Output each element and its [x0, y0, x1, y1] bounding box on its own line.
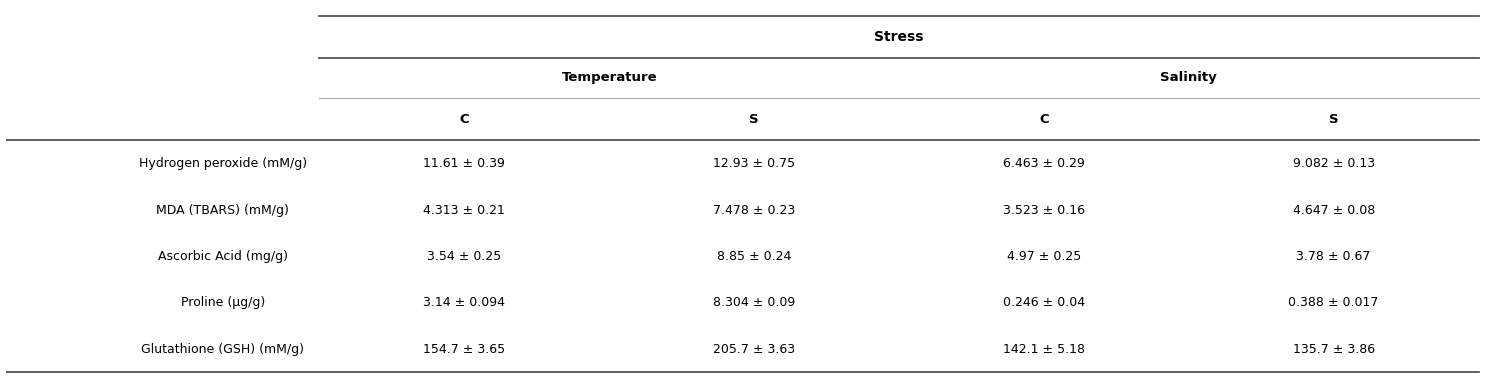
- Text: 4.97 ± 0.25: 4.97 ± 0.25: [1008, 250, 1080, 263]
- Text: 205.7 ± 3.63: 205.7 ± 3.63: [713, 343, 795, 356]
- Text: MDA (TBARS) (mM/g): MDA (TBARS) (mM/g): [156, 204, 290, 217]
- Text: 154.7 ± 3.65: 154.7 ± 3.65: [424, 343, 505, 356]
- Text: Glutathione (GSH) (mM/g): Glutathione (GSH) (mM/g): [141, 343, 305, 356]
- Text: 3.54 ± 0.25: 3.54 ± 0.25: [428, 250, 501, 263]
- Text: 3.523 ± 0.16: 3.523 ± 0.16: [1003, 204, 1085, 217]
- Text: 3.14 ± 0.094: 3.14 ± 0.094: [424, 296, 505, 309]
- Text: Temperature: Temperature: [562, 71, 657, 85]
- Text: Hydrogen peroxide (mM/g): Hydrogen peroxide (mM/g): [138, 157, 308, 170]
- Text: 0.246 ± 0.04: 0.246 ± 0.04: [1003, 296, 1085, 309]
- Text: 4.647 ± 0.08: 4.647 ± 0.08: [1293, 204, 1375, 217]
- Text: 8.85 ± 0.24: 8.85 ± 0.24: [716, 250, 792, 263]
- Text: 8.304 ± 0.09: 8.304 ± 0.09: [713, 296, 795, 309]
- Text: 3.78 ± 0.67: 3.78 ± 0.67: [1296, 250, 1372, 263]
- Text: 142.1 ± 5.18: 142.1 ± 5.18: [1003, 343, 1085, 356]
- Text: 0.388 ± 0.017: 0.388 ± 0.017: [1288, 296, 1379, 309]
- Text: C: C: [459, 113, 470, 126]
- Text: 9.082 ± 0.13: 9.082 ± 0.13: [1293, 157, 1375, 170]
- Text: 7.478 ± 0.23: 7.478 ± 0.23: [713, 204, 795, 217]
- Text: S: S: [749, 113, 759, 126]
- Text: Stress: Stress: [874, 30, 924, 44]
- Text: Salinity: Salinity: [1161, 71, 1217, 85]
- Text: 135.7 ± 3.86: 135.7 ± 3.86: [1293, 343, 1375, 356]
- Text: S: S: [1328, 113, 1339, 126]
- Text: C: C: [1039, 113, 1049, 126]
- Text: 4.313 ± 0.21: 4.313 ± 0.21: [424, 204, 505, 217]
- Text: Proline (μg/g): Proline (μg/g): [181, 296, 265, 309]
- Text: Ascorbic Acid (mg/g): Ascorbic Acid (mg/g): [158, 250, 288, 263]
- Text: 6.463 ± 0.29: 6.463 ± 0.29: [1003, 157, 1085, 170]
- Text: 11.61 ± 0.39: 11.61 ± 0.39: [424, 157, 505, 170]
- Text: 12.93 ± 0.75: 12.93 ± 0.75: [713, 157, 795, 170]
